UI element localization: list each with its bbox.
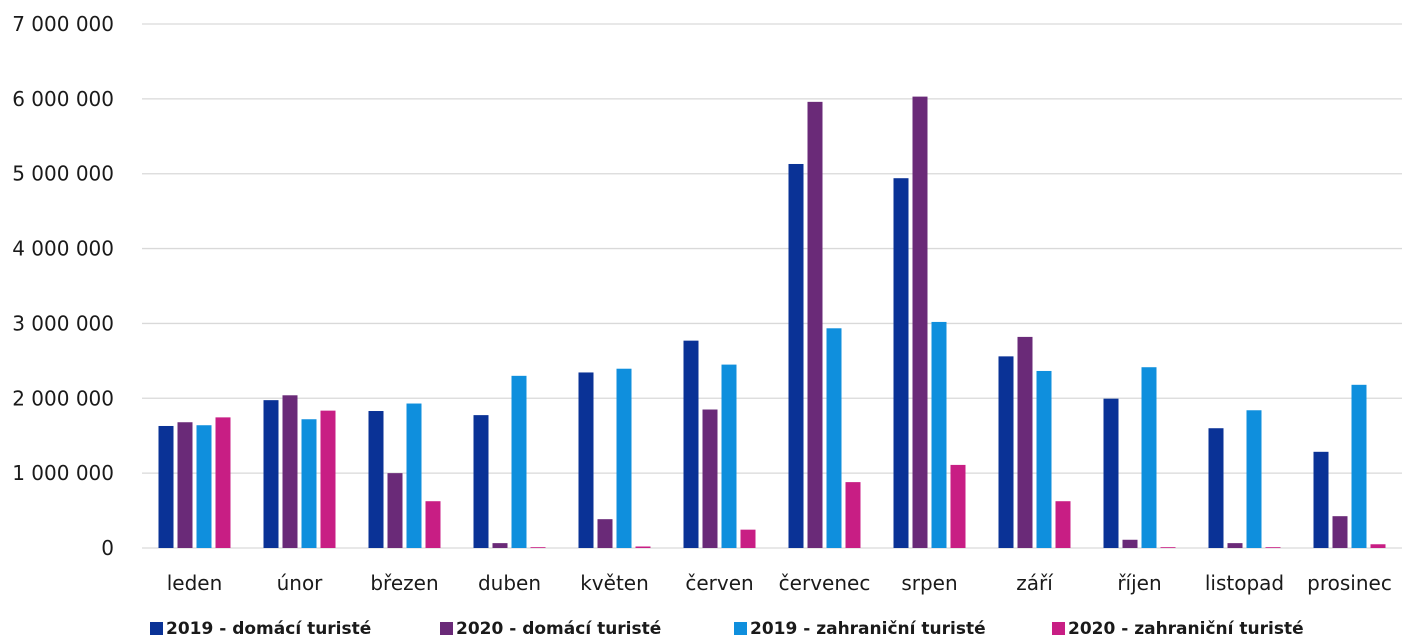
y-tick-label: 6 000 000 (12, 87, 114, 111)
bar (158, 425, 174, 548)
bar (912, 96, 928, 549)
legend-label: 2020 - domácí turisté (456, 619, 661, 638)
bar (998, 356, 1014, 548)
legend-swatch (440, 622, 453, 635)
legend-label: 2019 - zahraniční turisté (750, 619, 986, 638)
bar (740, 529, 756, 548)
bar (1313, 451, 1329, 548)
bar (301, 419, 317, 548)
legend-swatch (734, 622, 747, 635)
bar (1036, 370, 1052, 548)
bar (578, 372, 594, 548)
bar (368, 411, 384, 548)
bar (1208, 428, 1224, 548)
bar (845, 482, 861, 548)
bar (1122, 539, 1138, 548)
bar (1160, 547, 1176, 548)
bar (1370, 544, 1386, 548)
y-tick-label: 2 000 000 (12, 386, 114, 410)
x-tick-label: říjen (1117, 571, 1161, 595)
gridlines (142, 23, 1402, 549)
x-tick-label: červen (685, 571, 753, 595)
y-axis-ticks: 0 1 000 000 2 000 000 3 000 000 4 000 000 5 0… (12, 12, 114, 560)
bar (1246, 410, 1262, 548)
x-tick-label: listopad (1205, 571, 1284, 595)
bar (721, 364, 737, 548)
legend-label: 2019 - domácí turisté (166, 619, 371, 638)
bar (788, 163, 804, 549)
bar (1103, 398, 1119, 548)
bar (1332, 516, 1348, 548)
bar (616, 368, 632, 548)
bar (196, 425, 212, 548)
bars (158, 96, 1386, 549)
x-tick-label: září (1016, 571, 1054, 595)
bar (425, 501, 441, 548)
bar (1017, 336, 1033, 548)
bar (530, 547, 546, 548)
x-tick-label: duben (478, 571, 541, 595)
bar (320, 410, 336, 548)
bar (807, 101, 823, 548)
legend-swatch (150, 622, 163, 635)
x-tick-label: květen (580, 571, 649, 595)
bar (931, 321, 947, 548)
y-tick-label: 4 000 000 (12, 237, 114, 261)
bar (1055, 501, 1071, 548)
bar (387, 473, 403, 548)
bar (263, 400, 279, 548)
x-axis-ticks: leden únor březen duben květen červen červenec… (167, 571, 1392, 595)
bar (282, 395, 298, 548)
y-tick-label: 0 (101, 536, 114, 560)
bar (177, 422, 193, 548)
bar (1351, 384, 1367, 548)
bar (635, 546, 651, 548)
x-tick-label: březen (370, 571, 438, 595)
bar (1227, 543, 1243, 548)
x-tick-label: srpen (901, 571, 957, 595)
legend-swatch (1052, 622, 1065, 635)
bar (893, 178, 909, 548)
x-tick-label: prosinec (1307, 571, 1392, 595)
y-tick-label: 3 000 000 (12, 311, 114, 335)
bar (1141, 367, 1157, 548)
legend: 2019 - domácí turisté 2020 - domácí turis… (150, 619, 1304, 638)
bar (826, 328, 842, 548)
bar (473, 415, 489, 548)
x-tick-label: únor (277, 571, 324, 595)
bar (597, 519, 613, 548)
bar (950, 464, 966, 548)
x-tick-label: leden (167, 571, 223, 595)
x-tick-label: červenec (779, 571, 871, 595)
bar (702, 409, 718, 548)
bar (1265, 547, 1281, 548)
y-tick-label: 5 000 000 (12, 162, 114, 186)
bar (683, 340, 699, 548)
legend-label: 2020 - zahraniční turisté (1068, 619, 1304, 638)
y-tick-label: 7 000 000 (12, 12, 114, 36)
bar (492, 543, 508, 548)
bar (511, 375, 527, 548)
bar (215, 417, 231, 548)
y-tick-label: 1 000 000 (12, 461, 114, 485)
bar (406, 403, 422, 548)
